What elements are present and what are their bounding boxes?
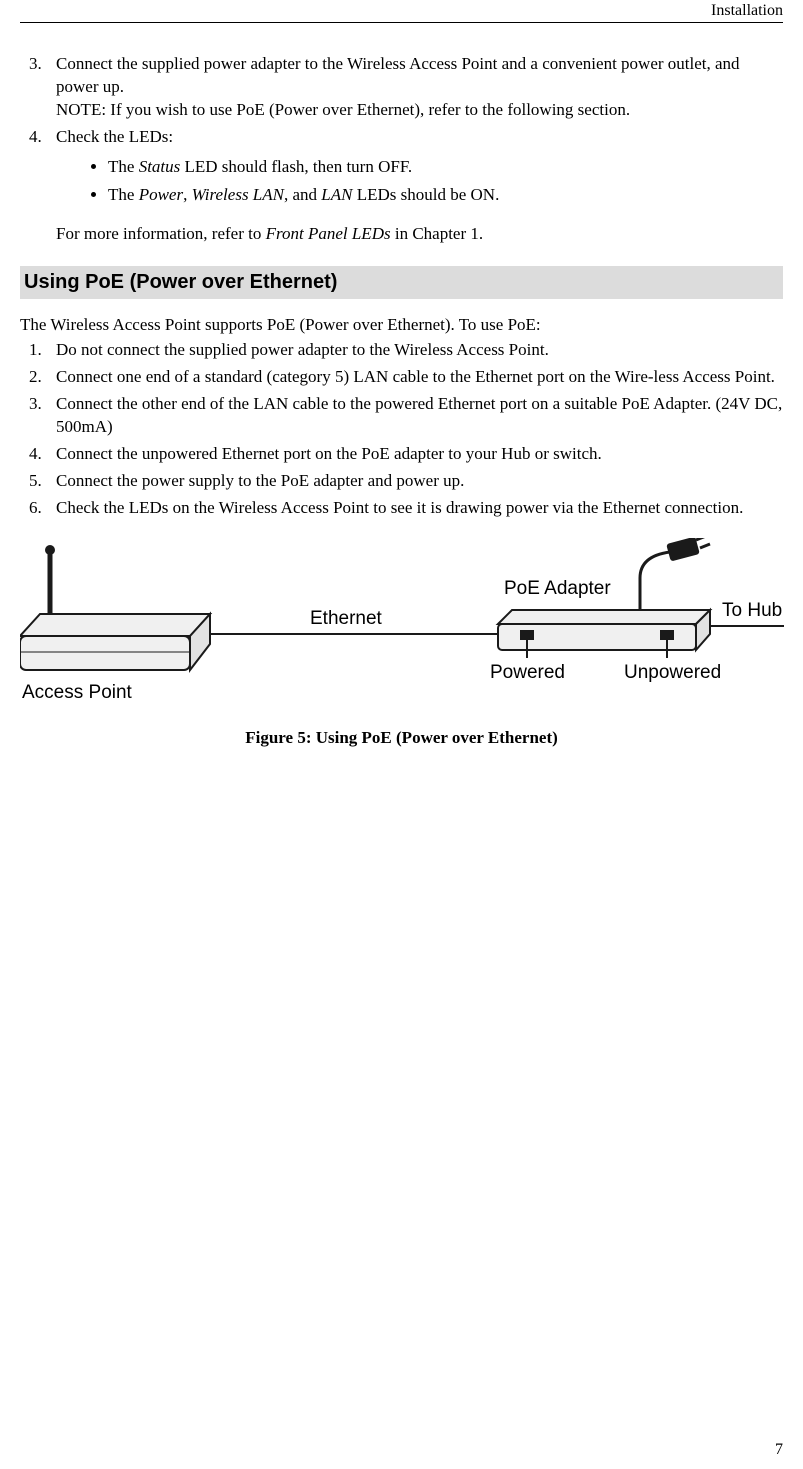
poe-diagram-svg — [20, 538, 784, 714]
after-list-note: For more information, refer to Front Pan… — [56, 224, 783, 244]
after-pre: For more information, refer to — [56, 224, 266, 243]
label-to-hub: To Hub — [722, 600, 782, 622]
b2-mid2: , and — [284, 185, 321, 204]
continuation-list: Connect the supplied power adapter to th… — [20, 53, 783, 206]
after-italic: Front Panel LEDs — [266, 224, 391, 243]
poe-adapter-icon — [498, 610, 710, 650]
poe-step-1: Do not connect the supplied power adapte… — [46, 339, 783, 362]
list-item-3: Connect the supplied power adapter to th… — [46, 53, 783, 122]
led-bullets: The Status LED should flash, then turn O… — [78, 155, 783, 207]
label-ethernet: Ethernet — [310, 608, 382, 630]
poe-diagram: Access Point Ethernet PoE Adapter Powere… — [20, 538, 784, 714]
header-rule — [20, 22, 783, 23]
list-item-4: Check the LEDs: The Status LED should fl… — [46, 126, 783, 207]
figure-caption: Figure 5: Using PoE (Power over Ethernet… — [20, 728, 783, 748]
poe-intro: The Wireless Access Point supports PoE (… — [20, 315, 783, 335]
b2-mid1: , — [183, 185, 192, 204]
b2-i3: LAN — [321, 185, 352, 204]
bullet-1: The Status LED should flash, then turn O… — [108, 155, 783, 179]
label-powered: Powered — [490, 662, 565, 684]
label-access-point: Access Point — [22, 682, 132, 704]
b1-post: LED should flash, then turn OFF. — [180, 157, 412, 176]
page-number: 7 — [775, 1441, 783, 1459]
poe-step-5: Connect the power supply to the PoE adap… — [46, 470, 783, 493]
poe-step-6: Check the LEDs on the Wireless Access Po… — [46, 497, 783, 520]
b1-pre: The — [108, 157, 139, 176]
label-unpowered: Unpowered — [624, 662, 721, 684]
poe-step-2: Connect one end of a standard (category … — [46, 366, 783, 389]
b1-italic: Status — [139, 157, 181, 176]
b2-i2: Wireless LAN — [192, 185, 284, 204]
poe-step-3: Connect the other end of the LAN cable t… — [46, 393, 783, 439]
item3-note: NOTE: If you wish to use PoE (Power over… — [56, 100, 630, 119]
b2-post: LEDs should be ON. — [352, 185, 499, 204]
after-post: in Chapter 1. — [391, 224, 484, 243]
poe-step-4: Connect the unpowered Ethernet port on t… — [46, 443, 783, 466]
label-poe-adapter: PoE Adapter — [504, 578, 611, 600]
b2-pre: The — [108, 185, 139, 204]
b2-i1: Power — [139, 185, 183, 204]
item4-text: Check the LEDs: — [56, 127, 173, 146]
poe-steps-list: Do not connect the supplied power adapte… — [20, 339, 783, 520]
power-plug-icon — [640, 538, 710, 610]
section-heading-poe: Using PoE (Power over Ethernet) — [20, 266, 783, 299]
access-point-icon — [20, 545, 210, 670]
header-section: Installation — [20, 0, 783, 20]
bullet-2: The Power, Wireless LAN, and LAN LEDs sh… — [108, 183, 783, 207]
item3-text: Connect the supplied power adapter to th… — [56, 54, 740, 96]
